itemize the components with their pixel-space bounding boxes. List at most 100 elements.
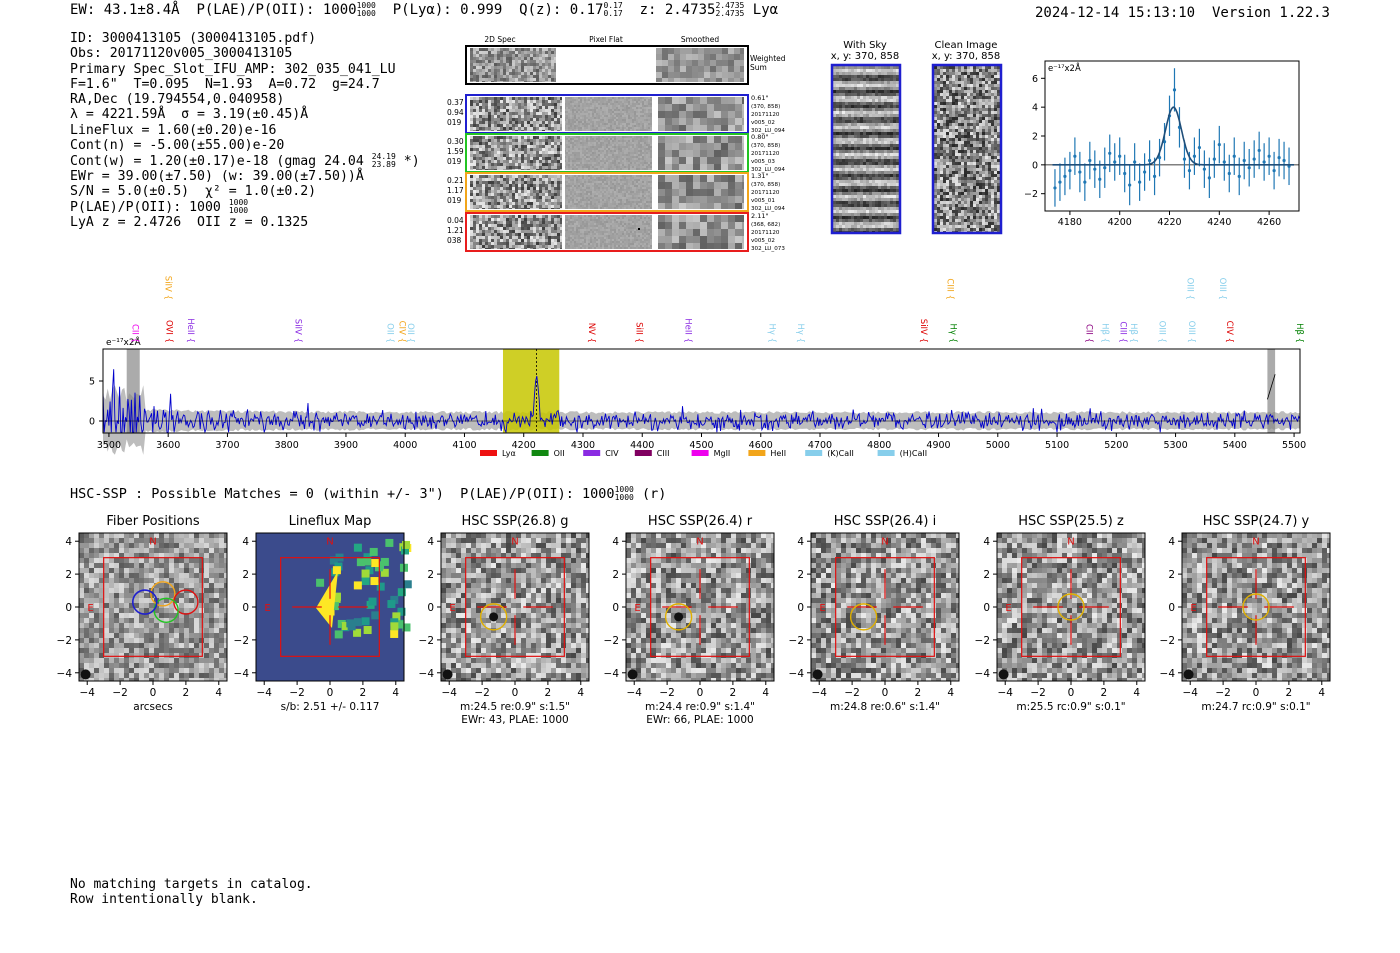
pixel [570,101,572,103]
pixel [614,142,616,144]
pixel [622,223,624,225]
pixel [554,248,557,249]
pixel [476,60,479,63]
pixel [476,166,479,169]
pixel [616,197,618,199]
pixel [542,151,545,154]
pixel [606,217,608,219]
pixel [626,97,628,99]
pixel [539,248,542,249]
pixel [500,169,503,170]
pixel [545,75,548,78]
pixel [594,223,596,225]
pixel [634,231,636,233]
pixel [580,229,582,231]
pixel [648,207,650,209]
fiber-row-right-label: 20171120 [751,190,780,196]
pixel [482,109,485,112]
pixel [628,207,630,209]
pixel [650,187,652,189]
pixel [476,100,479,103]
pixel [646,235,648,237]
pixel [527,196,530,199]
pixel [557,115,560,118]
pixel [644,162,646,164]
pixel [642,225,644,227]
pixel [650,199,652,201]
pixel [548,118,551,121]
pixel [497,78,500,81]
pixel [574,144,576,146]
pixel [590,195,592,197]
pixel [536,109,539,112]
pixel [574,127,576,129]
pixel [586,227,588,229]
pixel [551,215,554,218]
pixel [506,218,509,221]
pixel [710,48,716,54]
pixel [608,129,610,131]
pixel [598,144,600,146]
pixel [624,117,626,119]
pixel [638,115,640,117]
pixel [580,183,582,185]
pixel [604,233,606,235]
pixel [596,197,598,199]
pixel [491,160,494,163]
pixel [662,48,668,54]
pixel [612,144,614,146]
pixel [548,145,551,148]
pixel [506,169,509,170]
pixel [485,245,488,248]
pixel [588,107,590,109]
pixel [539,157,542,160]
pixel [693,157,700,164]
pixel [568,121,570,123]
pixel [612,175,614,177]
pixel [576,187,578,189]
pixel [518,121,521,124]
pixel [636,150,638,152]
pixel [572,229,574,231]
pixel [618,138,620,140]
pixel [612,235,614,237]
pixel [568,129,570,131]
pixel [586,223,588,225]
pixel [473,75,476,78]
pixel [638,187,640,189]
pixel [476,63,479,66]
pixel [570,148,572,150]
pixel [628,136,630,138]
pixel [497,66,500,69]
pixel [604,119,606,121]
pixel [628,175,630,177]
pixel [497,236,500,239]
pixel [602,215,604,217]
pixel [642,164,644,166]
pixel [586,105,588,107]
pixel [518,136,521,139]
pixel [572,156,574,158]
pixel [479,245,482,248]
pixel [524,193,527,196]
pixel [497,190,500,193]
pixel [638,237,640,239]
pixel [566,199,568,201]
pixel [533,72,536,75]
pixel [612,113,614,115]
pixel [554,48,556,51]
pixel [650,193,652,195]
pixel [728,125,735,131]
pixel [473,63,476,66]
pixel [608,152,610,154]
pixel [521,130,524,131]
pixel [536,160,539,163]
pixel [610,199,612,201]
pixel [500,215,503,218]
pixel [679,150,686,157]
pixel [570,142,572,144]
pixel [545,218,548,221]
pixel [596,140,598,142]
pixel [521,106,524,109]
pixel [557,242,560,245]
